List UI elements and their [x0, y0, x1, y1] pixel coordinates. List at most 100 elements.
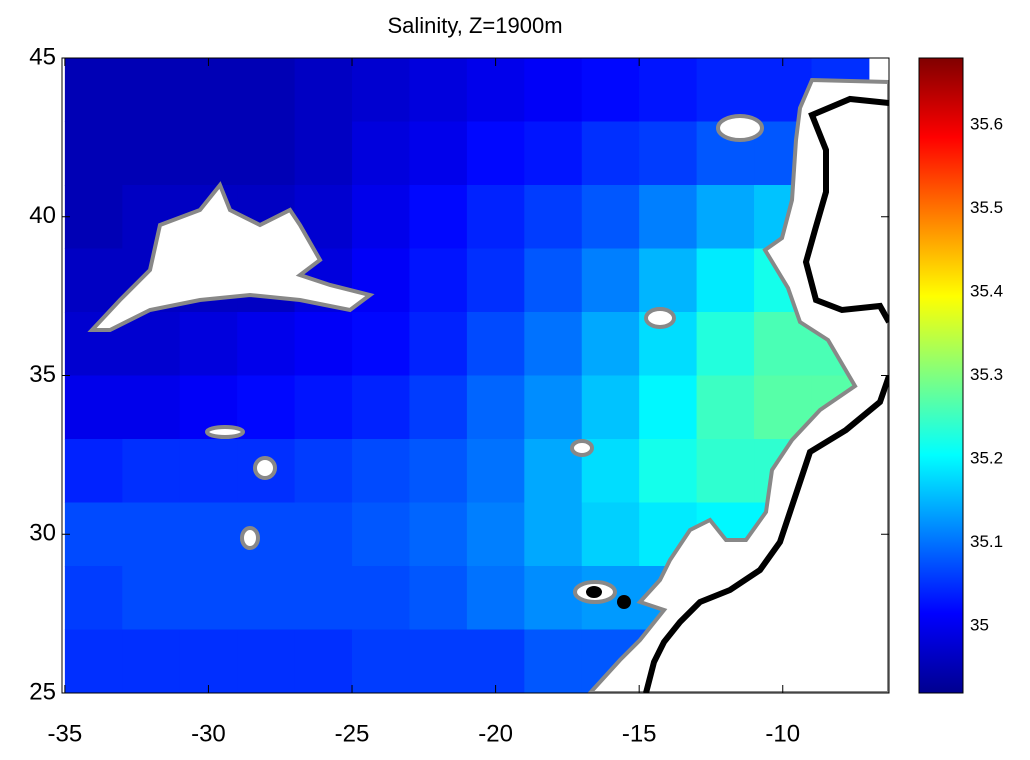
cell	[179, 121, 238, 186]
cell	[524, 566, 583, 630]
cell	[294, 566, 353, 630]
colorbar-tick-label: 35.4	[970, 281, 1003, 300]
cell	[466, 566, 525, 630]
chart-title: Salinity, Z=1900m	[387, 13, 562, 38]
cell	[237, 58, 296, 122]
cell	[352, 629, 410, 693]
cell	[409, 312, 468, 376]
cell	[409, 502, 468, 567]
cell	[409, 629, 468, 693]
cell	[524, 121, 583, 186]
cell	[696, 248, 755, 313]
cell	[466, 185, 525, 249]
cell	[696, 185, 755, 249]
cell	[122, 566, 181, 630]
cell	[179, 629, 238, 693]
cell	[352, 121, 410, 186]
cell	[122, 439, 181, 503]
cell	[639, 58, 698, 122]
cell	[294, 629, 353, 693]
land	[87, 77, 889, 693]
cell	[64, 629, 123, 693]
cell	[352, 375, 410, 440]
cell	[524, 248, 583, 313]
cell	[64, 375, 123, 440]
cell	[581, 121, 640, 186]
cell	[64, 58, 123, 122]
cell	[179, 58, 238, 122]
cell	[524, 312, 583, 376]
y-tick-label: 25	[29, 678, 56, 705]
cell	[409, 248, 468, 313]
cell	[122, 629, 181, 693]
cell	[409, 121, 468, 186]
cell	[179, 566, 238, 630]
cell	[639, 439, 698, 503]
cell	[696, 375, 755, 440]
cell	[237, 121, 296, 186]
colorbar-tick-label: 35.1	[970, 532, 1003, 551]
colorbar-tick-label: 35.6	[970, 114, 1003, 133]
cell	[524, 185, 583, 249]
x-tick-label: -15	[622, 720, 657, 747]
cell	[524, 629, 583, 693]
x-tick-label: -35	[48, 720, 83, 747]
cell	[581, 58, 640, 122]
cell	[352, 566, 410, 630]
cell	[581, 248, 640, 313]
colorbar-tick-label: 35.5	[970, 198, 1003, 217]
cell	[409, 58, 468, 122]
colorbar-tick-label: 35.3	[970, 365, 1003, 384]
cell	[581, 312, 640, 376]
cell	[524, 58, 583, 122]
y-tick-label: 35	[29, 361, 56, 388]
cell	[696, 312, 755, 376]
cell	[179, 312, 238, 376]
cell	[122, 375, 181, 440]
y-tick-label: 30	[29, 520, 56, 547]
cell	[524, 375, 583, 440]
cell	[639, 248, 698, 313]
cell	[64, 185, 123, 249]
cell	[696, 58, 755, 122]
cell	[122, 121, 181, 186]
cell	[352, 439, 410, 503]
cell	[64, 566, 123, 630]
cell	[352, 312, 410, 376]
cell	[64, 248, 123, 313]
cell	[237, 629, 296, 693]
cell	[409, 566, 468, 630]
cell	[581, 375, 640, 440]
cell	[122, 58, 181, 122]
cell	[409, 439, 468, 503]
cell	[466, 502, 525, 567]
colorbar	[918, 57, 964, 694]
cell	[352, 502, 410, 567]
x-tick-label: -30	[191, 720, 226, 747]
cell	[581, 185, 640, 249]
y-tick-label: 40	[29, 202, 56, 229]
cell	[237, 312, 296, 376]
axes: -35 -30 -25 -20 -15 -10 25 30 35 40 45 35 35.1 35.2 35…	[29, 43, 1003, 747]
cell	[409, 185, 468, 249]
cell	[352, 185, 410, 249]
cell	[524, 502, 583, 567]
x-tick-label: -20	[478, 720, 513, 747]
cell	[466, 248, 525, 313]
cell	[409, 375, 468, 440]
y-tick-label: 45	[29, 43, 56, 70]
cell	[639, 121, 698, 186]
cell	[294, 502, 353, 567]
cell	[696, 439, 755, 503]
cell	[294, 58, 353, 122]
x-tick-label: -25	[335, 720, 370, 747]
cell	[64, 121, 123, 186]
cell	[237, 375, 296, 440]
cell	[294, 439, 353, 503]
cell	[294, 121, 353, 186]
cell	[639, 375, 698, 440]
cell	[64, 502, 123, 567]
cell	[122, 502, 181, 567]
cell	[237, 566, 296, 630]
cell	[122, 312, 181, 376]
